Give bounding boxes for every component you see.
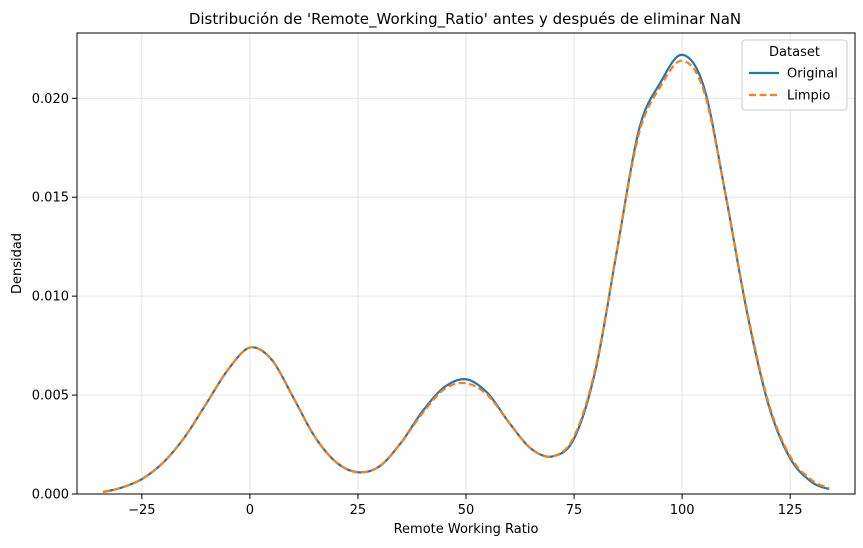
legend: Dataset Original Limpio	[741, 39, 848, 111]
x-tick-label: 50	[458, 503, 475, 518]
y-tick-label: 0.010	[32, 290, 69, 305]
legend-label: Limpio	[787, 89, 830, 104]
y-tick-label: 0.005	[32, 389, 69, 404]
x-tick-label: 0	[246, 503, 254, 518]
legend-label: Original	[787, 67, 838, 82]
y-tick-label: 0.020	[32, 92, 69, 107]
legend-title: Dataset	[769, 45, 820, 60]
series-layer	[102, 53, 830, 494]
legend-box	[741, 39, 848, 111]
legend-items: Original Limpio	[749, 67, 838, 104]
y-axis-label: Densidad	[10, 233, 25, 294]
y-tick-label: 0.000	[32, 488, 69, 503]
x-tick-label: −25	[128, 503, 155, 518]
x-tick-label: 125	[778, 503, 803, 518]
x-tick-label: 100	[670, 503, 695, 518]
y-tick-label: 0.015	[32, 191, 69, 206]
x-tick-label: 25	[350, 503, 367, 518]
grid	[77, 33, 855, 495]
x-tick-label: 75	[566, 503, 583, 518]
series-line-limpio	[102, 59, 830, 494]
x-axis: −25 0 25 50 75 100 125	[128, 494, 803, 518]
chart-title: Distribución de 'Remote_Working_Ratio' a…	[189, 10, 741, 29]
x-axis-label: Remote Working Ratio	[394, 522, 539, 537]
y-axis: 0.000 0.005 0.010 0.015 0.020	[32, 92, 77, 503]
